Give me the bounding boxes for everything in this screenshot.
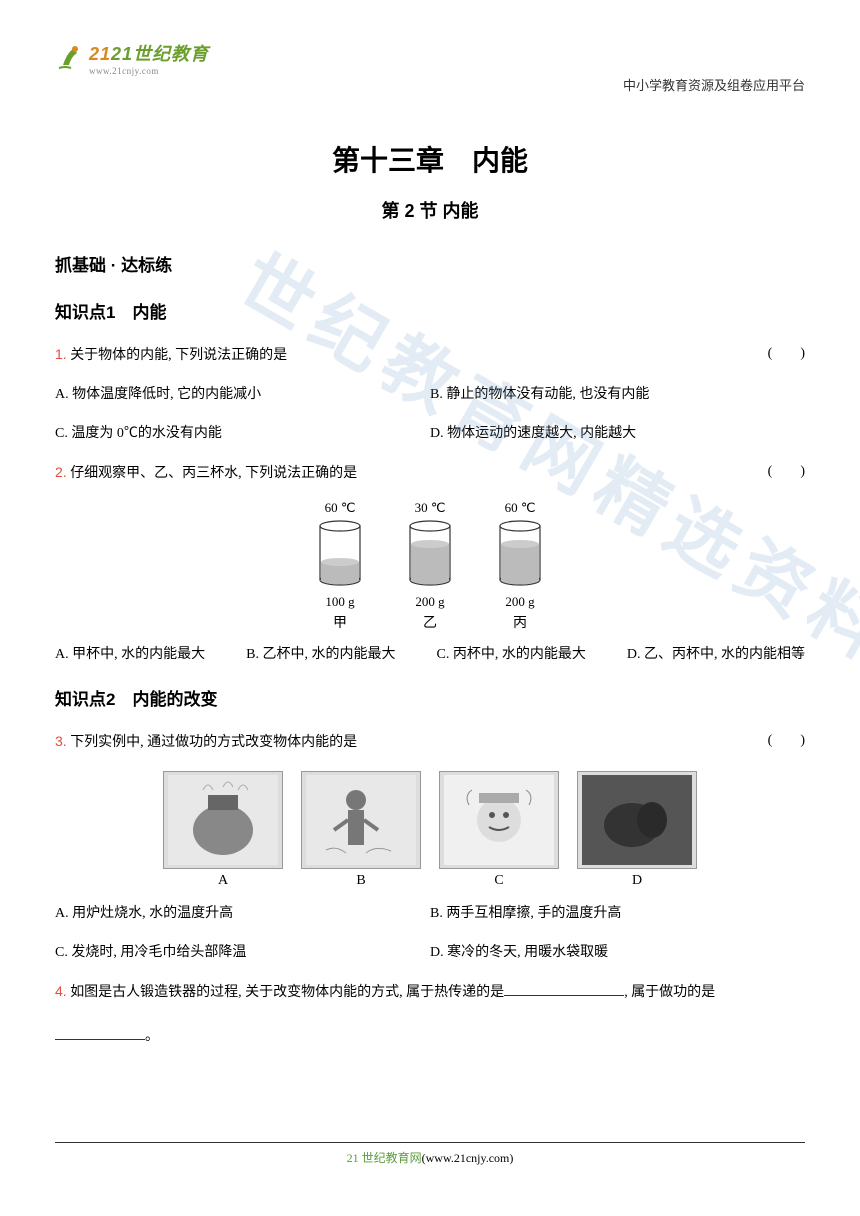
- cup-2: 30 ℃ 200 g 乙: [405, 500, 455, 632]
- q3-images: A B C D: [55, 771, 805, 889]
- img-A-box: [163, 771, 283, 869]
- cup-3: 60 ℃ 200 g 丙: [495, 500, 545, 632]
- q2-options: A. 甲杯中, 水的内能最大 B. 乙杯中, 水的内能最大 C. 丙杯中, 水的…: [55, 640, 805, 671]
- q3-optC: C. 发烧时, 用冷毛巾给头部降温: [55, 938, 430, 969]
- q2-paren: ( ): [768, 457, 805, 488]
- img-A-label: A: [163, 873, 283, 889]
- q3-number: 3.: [55, 733, 67, 749]
- q3-optA: A. 用炉灶烧水, 水的温度升高: [55, 899, 430, 930]
- logo: 2121世纪教育 www.21cnjy.com: [55, 40, 209, 76]
- q2-optC: C. 丙杯中, 水的内能最大: [437, 640, 586, 671]
- cup1-label: 甲: [315, 612, 365, 632]
- q1-optD: D. 物体运动的速度越大, 内能越大: [430, 419, 805, 450]
- q2-optD: D. 乙、丙杯中, 水的内能相等: [627, 640, 805, 671]
- img-D: D: [577, 771, 697, 889]
- logo-icon: [55, 43, 85, 73]
- img-C-label: C: [439, 873, 559, 889]
- q3-text: 下列实例中, 通过做功的方式改变物体内能的是: [67, 735, 358, 750]
- img-B-box: [301, 771, 421, 869]
- cup3-mass: 200 g: [495, 594, 545, 610]
- logo-text: 2121世纪教育 www.21cnjy.com: [89, 40, 209, 76]
- q2-optB: B. 乙杯中, 水的内能最大: [246, 640, 395, 671]
- cup1-temp: 60 ℃: [315, 500, 365, 516]
- q4-line2: 。: [55, 1017, 805, 1056]
- footer-brand: 21 世纪教育网: [347, 1151, 422, 1165]
- q1-options-row1: A. 物体温度降低时, 它的内能减小 B. 静止的物体没有动能, 也没有内能: [55, 380, 805, 411]
- q4-blank1: [504, 982, 624, 996]
- q1-options-row2: C. 温度为 0℃的水没有内能 D. 物体运动的速度越大, 内能越大: [55, 419, 805, 450]
- q4-number: 4.: [55, 983, 67, 999]
- cup1-mass: 100 g: [315, 594, 365, 610]
- q3-optB: B. 两手互相摩擦, 手的温度升高: [430, 899, 805, 930]
- q2-number: 2.: [55, 464, 67, 480]
- cup2-temp: 30 ℃: [405, 500, 455, 516]
- img-C-box: [439, 771, 559, 869]
- cup2-label: 乙: [405, 612, 455, 632]
- question-4: 4. 如图是古人锻造铁器的过程, 关于改变物体内能的方式, 属于热传递的是 , 属…: [55, 976, 805, 1009]
- cup-1: 60 ℃ 100 g 甲: [315, 500, 365, 632]
- img-D-label: D: [577, 873, 697, 889]
- page-header: 2121世纪教育 www.21cnjy.com 中小学教育资源及组卷应用平台: [55, 40, 805, 94]
- img-D-box: [577, 771, 697, 869]
- img-B: B: [301, 771, 421, 889]
- logo-url: www.21cnjy.com: [89, 66, 209, 76]
- footer-url: (www.21cnjy.com): [422, 1151, 514, 1165]
- question-2: 2. 仔细观察甲、乙、丙三杯水, 下列说法正确的是 ( ): [55, 457, 805, 490]
- q4-text-before: 如图是古人锻造铁器的过程, 关于改变物体内能的方式, 属于热传递的是: [67, 985, 505, 1000]
- question-1: 1. 关于物体的内能, 下列说法正确的是 ( ): [55, 339, 805, 372]
- q3-optD: D. 寒冷的冬天, 用暖水袋取暖: [430, 938, 805, 969]
- logo-main-text: 2121世纪教育: [89, 40, 209, 66]
- practice-header: 抓基础 · 达标练: [55, 251, 805, 276]
- q1-text: 关于物体的内能, 下列说法正确的是: [67, 348, 288, 363]
- q1-optA: A. 物体温度降低时, 它的内能减小: [55, 380, 430, 411]
- cup2-mass: 200 g: [405, 594, 455, 610]
- cup3-label: 丙: [495, 612, 545, 632]
- img-B-label: B: [301, 873, 421, 889]
- q4-text-after: , 属于做功的是: [624, 985, 715, 1000]
- section-title: 第 2 节 内能: [55, 197, 805, 223]
- page-footer: 21 世纪教育网(www.21cnjy.com): [55, 1142, 805, 1166]
- q4-blank2: [55, 1026, 145, 1040]
- q3-paren: ( ): [768, 726, 805, 757]
- q2-text: 仔细观察甲、乙、丙三杯水, 下列说法正确的是: [67, 466, 358, 481]
- chapter-title: 第十三章 内能: [55, 139, 805, 179]
- q1-optC: C. 温度为 0℃的水没有内能: [55, 419, 430, 450]
- knowledge-point-2: 知识点2 内能的改变: [55, 685, 805, 710]
- q1-paren: ( ): [768, 339, 805, 370]
- q4-period: 。: [145, 1029, 159, 1044]
- cup-diagram: 60 ℃ 100 g 甲 30 ℃ 200 g 乙 60 ℃: [55, 500, 805, 632]
- img-C: C: [439, 771, 559, 889]
- q1-number: 1.: [55, 346, 67, 362]
- knowledge-point-1: 知识点1 内能: [55, 298, 805, 323]
- q3-options-row1: A. 用炉灶烧水, 水的温度升高 B. 两手互相摩擦, 手的温度升高: [55, 899, 805, 930]
- header-subtitle: 中小学教育资源及组卷应用平台: [623, 75, 805, 94]
- cup3-temp: 60 ℃: [495, 500, 545, 516]
- q3-options-row2: C. 发烧时, 用冷毛巾给头部降温 D. 寒冷的冬天, 用暖水袋取暖: [55, 938, 805, 969]
- question-3: 3. 下列实例中, 通过做功的方式改变物体内能的是 ( ): [55, 726, 805, 759]
- q1-optB: B. 静止的物体没有动能, 也没有内能: [430, 380, 805, 411]
- q2-optA: A. 甲杯中, 水的内能最大: [55, 640, 205, 671]
- img-A: A: [163, 771, 283, 889]
